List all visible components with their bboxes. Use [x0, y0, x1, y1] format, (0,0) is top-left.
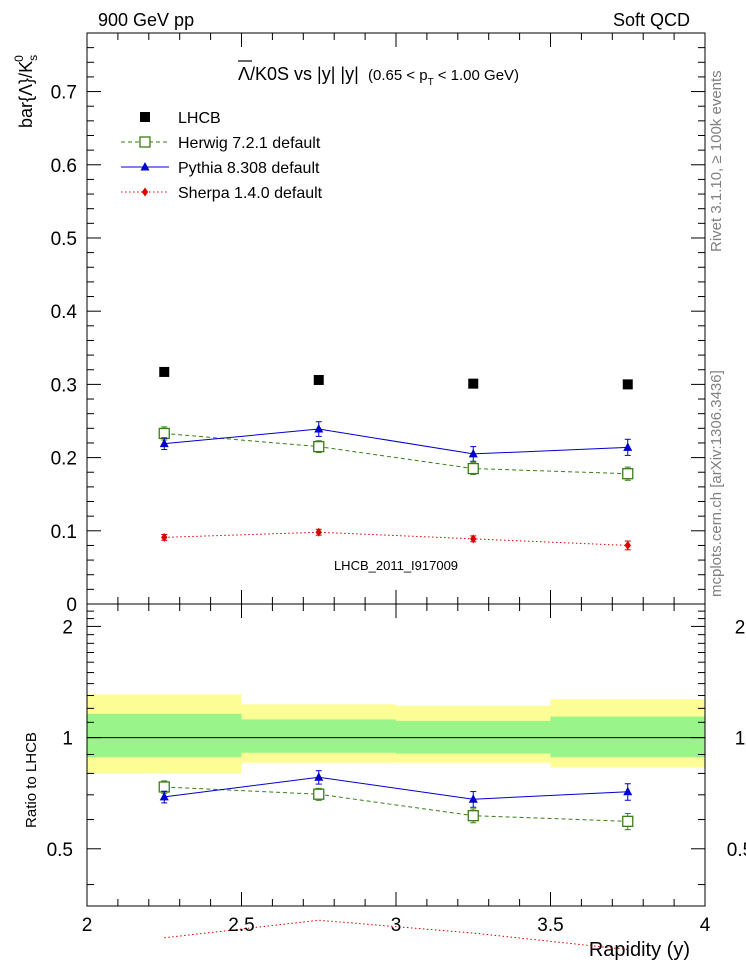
- svg-text:(0.65 < pT< 1.00 GeV): (0.65 < pT < 1.00 GeV): [368, 67, 519, 88]
- title-main: /K0S vs |y|: [250, 64, 335, 84]
- sherpa-point: [624, 540, 631, 550]
- ratio-y-axis-label: Ratio to LHCB: [23, 732, 40, 828]
- rivet-label: Rivet 3.1.10, ≥ 100k events: [708, 70, 725, 252]
- data-point: [468, 378, 479, 389]
- header-left: 900 GeV pp: [98, 10, 194, 30]
- pythia-ratio-line: [164, 776, 628, 800]
- series-layer: [158, 366, 634, 951]
- pythia-line: [164, 428, 628, 455]
- series-pythia: [159, 421, 633, 808]
- title-sub-end: < 1.00 GeV): [438, 67, 519, 84]
- title-lambda: Λ: [238, 64, 250, 84]
- herwig-point: [158, 427, 170, 440]
- legend-label-data: LHCB: [178, 110, 221, 127]
- header-right: Soft QCD: [613, 10, 690, 30]
- legend-label-pythia: Pythia 8.308 default: [178, 160, 320, 177]
- herwig-point: [467, 462, 479, 475]
- series-data: [159, 366, 633, 390]
- x-tick-label: 4: [700, 915, 711, 936]
- watermark: LHCB_2011_I917009: [334, 558, 458, 573]
- herwig-ratio-point: [313, 788, 325, 800]
- title-y: |y|: [335, 64, 358, 84]
- legend-entry-pythia: Pythia 8.308 default: [121, 160, 320, 177]
- y-tick-label: 0.4: [51, 302, 78, 323]
- ratio-band-inner: [87, 713, 242, 758]
- legend: LHCB Herwig 7.2.1 default Pythia 8.308 def…: [121, 110, 323, 202]
- pythia-point: [159, 438, 169, 448]
- ratio-tick-label: 1: [62, 729, 73, 750]
- herwig-point: [313, 440, 325, 453]
- pythia-ratio-point: [623, 786, 633, 796]
- x-tick-label: 3.5: [537, 915, 563, 936]
- x-tick-label: 3: [391, 915, 402, 936]
- y-tick-label: 0.5: [51, 229, 77, 250]
- data-point: [159, 366, 170, 377]
- herwig-line: [164, 432, 628, 475]
- legend-entry-sherpa: Sherpa 1.4.0 default: [121, 185, 323, 202]
- legend-marker-data: [140, 112, 150, 122]
- x-tick-label: 2: [82, 915, 93, 936]
- ratio-band-inner: [550, 716, 705, 758]
- ratio-tick-label-right: 0.5: [727, 840, 746, 861]
- series-herwig: [158, 426, 634, 831]
- y-tick-label: 0: [66, 595, 77, 616]
- sherpa-ratio-line: [164, 919, 628, 951]
- herwig-ratio-point: [158, 781, 170, 793]
- series-sherpa: [161, 527, 631, 951]
- plot-title: Λ/K0S vs |y| |y| (0.65 < pT < 1.00 GeV): [238, 60, 519, 88]
- legend-marker-herwig: [139, 136, 151, 148]
- axes-layer: 0 0.1 0.2 0.3 0.4 0.5 0.6 0.7 2 2.5 3 3.5 4 0.5 0.5 1 1 2…: [47, 32, 746, 936]
- y-tick-label: 0.6: [51, 156, 77, 177]
- sherpa-line: [164, 531, 628, 546]
- pythia-ratio-point: [468, 794, 478, 803]
- ratio-tick-label: 2: [62, 617, 73, 638]
- legend-entry-herwig: Herwig 7.2.1 default: [121, 135, 321, 152]
- ratio-band-inner: [241, 719, 396, 753]
- sherpa-point: [315, 527, 322, 537]
- y-tick-label: 0.3: [51, 375, 77, 396]
- y-axis-label: bar{Λ}/Ks0: [12, 55, 40, 128]
- herwig-ratio-point: [622, 815, 634, 827]
- y-tick-label: 0.1: [51, 522, 77, 543]
- legend-entry-data: LHCB: [140, 110, 221, 127]
- pythia-ratio-point: [159, 791, 169, 801]
- legend-marker-pythia: [140, 162, 150, 171]
- legend-label-sherpa: Sherpa 1.4.0 default: [178, 185, 323, 202]
- y-tick-label: 0.7: [51, 83, 77, 104]
- x-axis-label: Rapidity (y): [589, 939, 690, 961]
- y-tick-label: 0.2: [51, 449, 77, 470]
- legend-marker-sherpa: [141, 187, 149, 197]
- ratio-tick-label-right: 2: [735, 617, 746, 638]
- pythia-ratio-point: [314, 772, 324, 781]
- mcplots-label: mcplots.cern.ch [arXiv:1306.3436]: [708, 370, 725, 597]
- sherpa-point: [161, 532, 168, 542]
- ratio-tick-label-right: 1: [735, 729, 746, 750]
- x-tick-label: 2.5: [228, 915, 254, 936]
- herwig-ratio-line: [164, 786, 628, 822]
- data-point: [622, 379, 633, 390]
- sherpa-point: [470, 534, 477, 544]
- title-sub: (0.65 < p: [368, 67, 428, 84]
- data-point: [313, 374, 324, 385]
- herwig-point: [622, 468, 634, 480]
- herwig-ratio-point: [467, 810, 479, 822]
- svg-text:Λ/K0S vs |y| |y|: Λ/K0S vs |y| |y|: [238, 64, 359, 84]
- pythia-point: [623, 442, 633, 451]
- legend-label-herwig: Herwig 7.2.1 default: [178, 135, 321, 152]
- title-sub-index: T: [428, 77, 434, 88]
- ratio-band: [87, 694, 705, 774]
- pythia-point: [468, 448, 478, 458]
- ratio-tick-label: 0.5: [47, 840, 73, 861]
- pythia-point: [314, 424, 324, 433]
